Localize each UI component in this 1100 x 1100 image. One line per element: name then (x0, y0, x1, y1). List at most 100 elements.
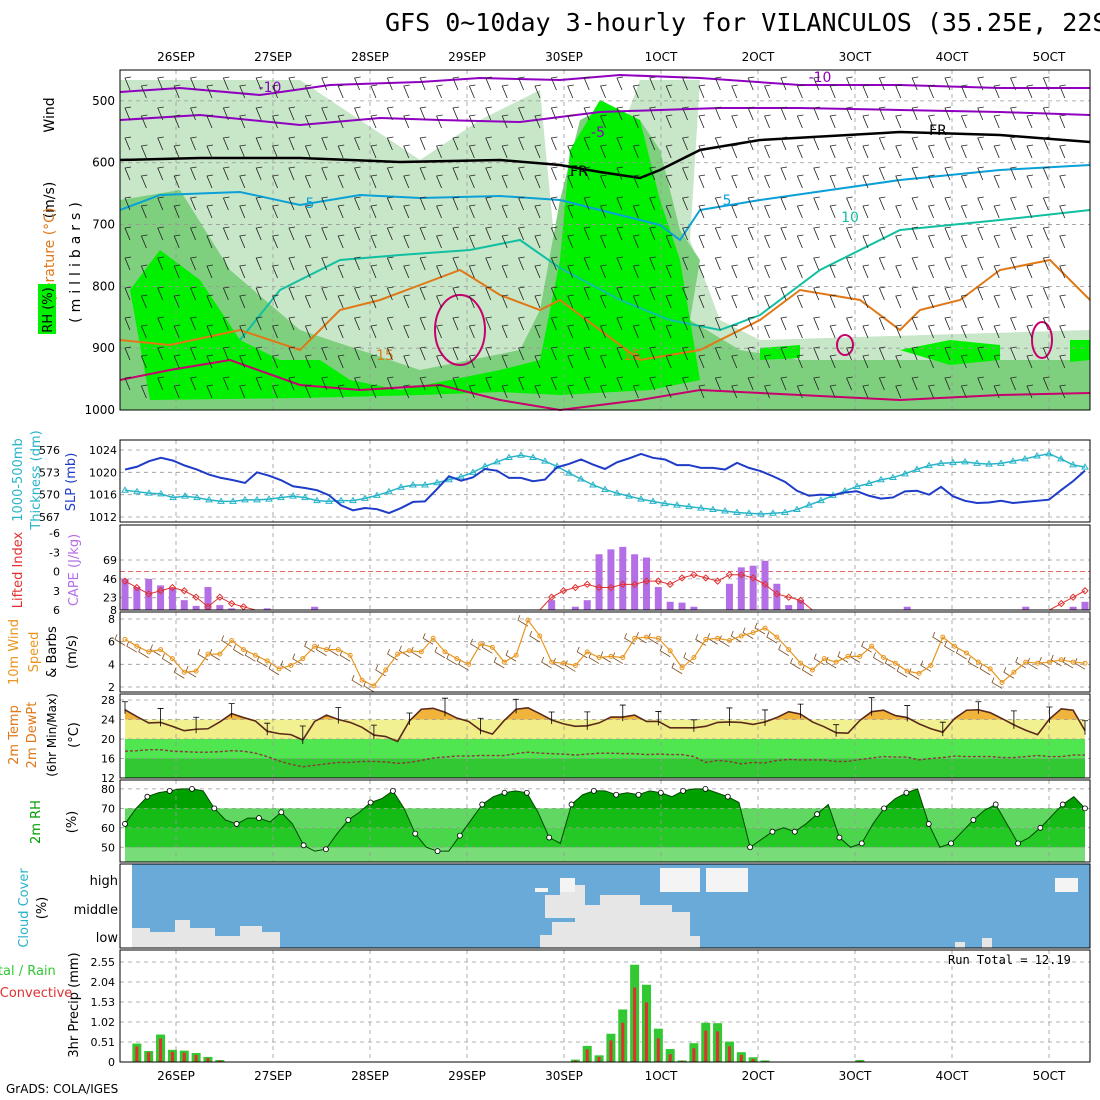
wind-barb (567, 234, 574, 249)
wind-barb (1059, 174, 1066, 189)
wind-barb (337, 84, 345, 99)
wind-barb (452, 106, 460, 121)
thickness-point (421, 481, 429, 488)
wind-barb (979, 663, 991, 676)
wind-barb (1026, 264, 1034, 279)
wind-barb (272, 264, 279, 279)
wind-barb (337, 144, 345, 159)
axis-label-slp: SLP (mb) (64, 453, 79, 512)
thickness-point (985, 460, 993, 467)
wind-barb (501, 114, 509, 129)
thickness-point (1069, 460, 1077, 468)
temp-tick-label: 12 (101, 772, 115, 785)
wind-barb (977, 316, 984, 331)
wind-barb (190, 106, 197, 121)
wind-barb (534, 294, 542, 309)
wind-speed-point (904, 668, 910, 674)
wind-barb (403, 204, 410, 219)
lifted-index-point (642, 577, 651, 585)
wind-barb (363, 680, 375, 693)
wind-barb (600, 84, 607, 99)
wind-barb (665, 354, 673, 369)
wind-barb (1026, 204, 1034, 219)
rh-point (166, 787, 173, 794)
cape-bar (619, 546, 627, 610)
lifted-index-point (607, 583, 615, 592)
wind-barb (960, 84, 968, 99)
lifted-index-point (678, 574, 686, 582)
wind-barb (993, 204, 1001, 219)
wind-barb (140, 144, 148, 159)
wind-barb (534, 204, 542, 219)
wind-barb (272, 354, 279, 369)
wind-barb (993, 294, 1001, 309)
wind-barb (458, 659, 469, 671)
wind-barb (206, 174, 214, 189)
wind-barb (583, 376, 591, 391)
wind-barb (813, 196, 820, 211)
wind-barb (190, 76, 197, 91)
temp-minmax-bar (939, 721, 946, 737)
wind-barb (960, 204, 968, 219)
axis-label-rh-unit: (%) (65, 811, 80, 834)
wind-barb (731, 354, 738, 369)
wind-barb (778, 644, 789, 656)
wind-barb (846, 256, 853, 271)
wind-barb (813, 106, 820, 121)
wind-barb (911, 196, 919, 211)
wind-barb (288, 286, 296, 301)
wind-barb (190, 346, 197, 361)
wind-speed-point (987, 666, 993, 672)
wind-barb (944, 166, 952, 181)
wind-barb (829, 384, 837, 399)
wind-speed-point (371, 683, 377, 689)
pressure-tick-label: 500 (92, 94, 115, 108)
rh-shading-high (760, 340, 1090, 365)
wind-barb (747, 256, 755, 271)
precip-convective-bar (194, 1054, 198, 1062)
wind-barb (600, 114, 607, 129)
wind-barb (190, 166, 197, 181)
wind-barb (534, 354, 542, 369)
wind-barb (468, 174, 476, 189)
wind-barb (682, 196, 689, 211)
wind-barb (140, 324, 148, 339)
wind-barb (370, 144, 378, 159)
axis-label-cloud: Cloud Cover (17, 868, 32, 948)
bottom-date-label: 29SEP (448, 1069, 486, 1083)
wind-barb (436, 174, 443, 189)
wind-barb (567, 84, 574, 99)
wind-barb (485, 106, 492, 121)
thickness-point (601, 485, 609, 492)
wind-barb (583, 136, 591, 151)
wind-barb (173, 114, 181, 129)
wind-barb (764, 294, 771, 309)
wind-barb (895, 114, 902, 129)
wind-barb (616, 76, 624, 91)
wind-barb (862, 144, 870, 159)
wind-barb (403, 324, 410, 339)
wind-barb (829, 324, 837, 339)
wind-barb (698, 384, 706, 399)
thickness-point (889, 473, 897, 481)
wind-barb (764, 204, 771, 219)
temp-contour-20 (119, 358, 1091, 412)
wind-barb (255, 226, 263, 241)
wind-barb (944, 286, 952, 301)
wind-barb (337, 174, 345, 189)
thickness-point (121, 486, 129, 493)
wind-speed-point (466, 661, 472, 667)
wind-barb (239, 234, 246, 249)
lifted-index-point (737, 571, 746, 579)
wind-barb (665, 384, 673, 399)
lifted-index-point (595, 583, 603, 592)
wind-barb (468, 114, 476, 129)
wind-barb (550, 376, 558, 391)
wind-barb (321, 106, 328, 121)
precip-convective-bar (159, 1038, 163, 1062)
wind-barb (140, 294, 148, 309)
axis-label-pressure: (millibars) (68, 197, 84, 323)
wind-barb (288, 136, 296, 151)
wind-barb (583, 256, 591, 271)
wind-barb (268, 663, 280, 676)
